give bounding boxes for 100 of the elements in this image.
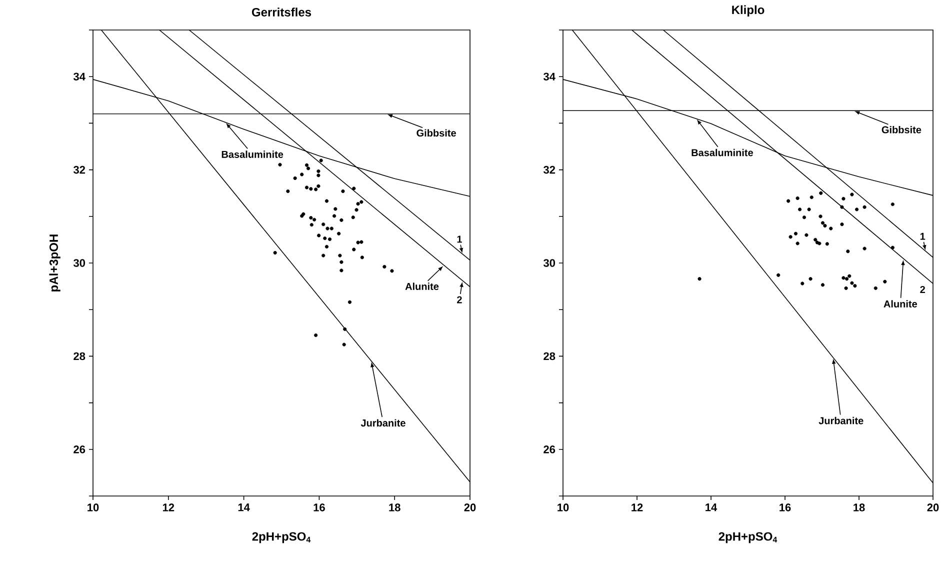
annotation: Gibbsite bbox=[882, 126, 922, 134]
point bbox=[342, 342, 346, 346]
point bbox=[338, 254, 342, 258]
annotation: 1 bbox=[920, 232, 926, 240]
point bbox=[890, 246, 894, 250]
y-tick-label: 28 bbox=[544, 352, 556, 360]
point bbox=[786, 199, 790, 203]
annotation: Alunite bbox=[884, 300, 918, 308]
point bbox=[351, 216, 355, 220]
point bbox=[324, 244, 329, 248]
point bbox=[326, 226, 330, 230]
point bbox=[314, 333, 318, 338]
point bbox=[273, 250, 277, 255]
point bbox=[286, 189, 290, 194]
point bbox=[883, 280, 887, 284]
point bbox=[352, 248, 356, 252]
point bbox=[312, 218, 316, 222]
point bbox=[862, 205, 866, 209]
x-axis-title: 2pH+pSO$_{4}$ bbox=[252, 532, 311, 544]
annotation: Gibbsite bbox=[416, 129, 456, 137]
x-tick-label: 16 bbox=[314, 504, 325, 512]
y-tick-label: 34 bbox=[73, 72, 86, 81]
point bbox=[794, 232, 798, 236]
point bbox=[330, 226, 334, 230]
point bbox=[804, 233, 808, 237]
annotation: Basaluminite bbox=[692, 148, 753, 156]
annotation: Alunite bbox=[405, 282, 439, 290]
chart-title: Gerritsfles bbox=[252, 8, 312, 16]
point bbox=[820, 221, 825, 225]
point bbox=[818, 242, 822, 246]
point bbox=[278, 162, 282, 166]
point bbox=[332, 214, 336, 218]
point bbox=[788, 235, 792, 239]
point bbox=[340, 260, 344, 264]
point bbox=[798, 208, 802, 212]
y-tick-label: 26 bbox=[544, 446, 556, 454]
x-tick-label: 18 bbox=[854, 504, 865, 512]
point bbox=[823, 224, 827, 228]
point bbox=[334, 207, 338, 211]
point bbox=[853, 284, 857, 288]
y-tick-label: 32 bbox=[543, 166, 556, 174]
point bbox=[356, 240, 360, 244]
point bbox=[316, 174, 320, 178]
point bbox=[807, 208, 811, 212]
point bbox=[316, 169, 320, 173]
y-tick-label: 32 bbox=[73, 166, 86, 174]
point bbox=[341, 189, 345, 194]
point bbox=[323, 236, 327, 240]
y-tick-label: 28 bbox=[74, 352, 86, 360]
point bbox=[356, 202, 360, 206]
x-tick-label: 10 bbox=[558, 504, 569, 512]
point bbox=[698, 277, 702, 281]
point bbox=[310, 222, 314, 227]
point bbox=[800, 282, 804, 286]
point bbox=[840, 222, 844, 226]
point bbox=[850, 281, 854, 285]
point bbox=[829, 226, 833, 230]
point bbox=[309, 216, 313, 220]
y-tick-label: 34 bbox=[543, 72, 556, 81]
x-tick-label: 20 bbox=[464, 504, 476, 512]
x-tick-label: 14 bbox=[238, 504, 250, 512]
point bbox=[842, 276, 846, 280]
point bbox=[796, 242, 800, 246]
point bbox=[316, 184, 320, 188]
point bbox=[796, 196, 800, 200]
annotation: 2 bbox=[920, 286, 925, 293]
point bbox=[360, 256, 364, 260]
point bbox=[776, 273, 780, 277]
point bbox=[848, 274, 852, 278]
point bbox=[845, 277, 849, 281]
point bbox=[328, 237, 332, 242]
point bbox=[890, 202, 894, 206]
point bbox=[340, 218, 344, 222]
y-axis-title: pAl+3pOH bbox=[49, 234, 60, 292]
y-tick-label: 30 bbox=[73, 259, 86, 267]
point bbox=[850, 192, 854, 196]
point bbox=[818, 214, 822, 218]
x-tick-label: 10 bbox=[88, 504, 99, 512]
annotation: 1 bbox=[457, 236, 462, 243]
point bbox=[842, 196, 846, 200]
x-tick-label: 16 bbox=[780, 504, 791, 512]
point bbox=[352, 186, 356, 190]
point bbox=[825, 242, 829, 246]
point bbox=[840, 205, 844, 209]
x-tick-label: 12 bbox=[632, 504, 643, 512]
x-tick-label: 20 bbox=[927, 504, 939, 512]
annotation: Jurbanite bbox=[360, 419, 406, 427]
point bbox=[324, 199, 329, 203]
point bbox=[862, 246, 866, 250]
y-tick-label: 26 bbox=[74, 446, 86, 454]
point bbox=[802, 216, 806, 220]
point bbox=[814, 238, 818, 242]
point bbox=[382, 264, 386, 269]
point bbox=[348, 300, 352, 304]
point bbox=[317, 234, 321, 238]
point bbox=[343, 327, 347, 331]
point bbox=[854, 208, 859, 212]
point bbox=[874, 286, 878, 290]
point bbox=[819, 191, 823, 195]
point bbox=[360, 200, 364, 204]
